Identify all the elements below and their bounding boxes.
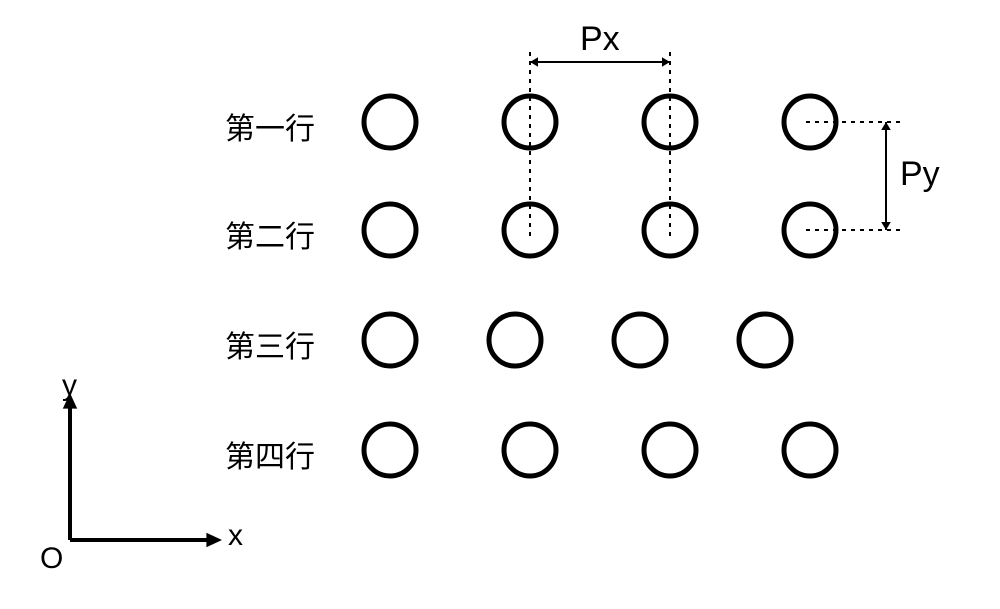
px-label: Px bbox=[580, 20, 620, 59]
grid-circle bbox=[504, 424, 556, 476]
axis-x-label: x bbox=[228, 519, 243, 553]
grid-circle bbox=[644, 424, 696, 476]
grid-circle bbox=[784, 424, 836, 476]
grid-circle bbox=[614, 314, 666, 366]
row-label: 第四行 bbox=[225, 432, 315, 476]
row-label: 第一行 bbox=[225, 104, 315, 148]
row-label: 第二行 bbox=[225, 212, 315, 256]
grid-circle bbox=[364, 314, 416, 366]
grid-circle bbox=[364, 424, 416, 476]
py-arrow-up bbox=[881, 122, 891, 130]
grid-circle bbox=[489, 314, 541, 366]
py-label: Py bbox=[900, 155, 940, 194]
grid-circle bbox=[364, 96, 416, 148]
axis-origin-label: O bbox=[40, 542, 63, 576]
grid-circle bbox=[504, 96, 556, 148]
px-arrow-right bbox=[662, 57, 670, 67]
grid-circle bbox=[644, 96, 696, 148]
py-arrow-down bbox=[881, 222, 891, 230]
grid-circle bbox=[504, 204, 556, 256]
grid-circle bbox=[644, 204, 696, 256]
row-label: 第三行 bbox=[225, 322, 315, 366]
grid-circle bbox=[364, 204, 416, 256]
diagram-canvas bbox=[0, 0, 1000, 609]
x-axis-arrow bbox=[206, 533, 222, 547]
grid-circle bbox=[739, 314, 791, 366]
axis-y-label: y bbox=[62, 369, 77, 403]
px-arrow-left bbox=[530, 57, 538, 67]
